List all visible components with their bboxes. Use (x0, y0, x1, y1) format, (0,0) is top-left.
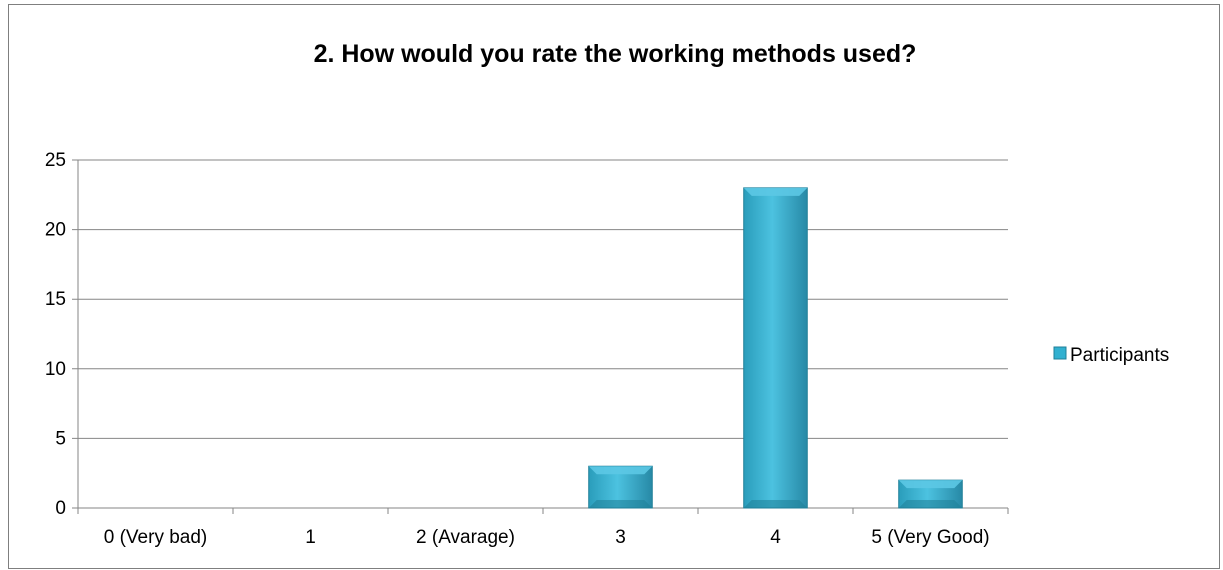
y-tick-label: 10 (45, 359, 66, 380)
chart-title: 2. How would you rate the working method… (314, 40, 917, 68)
legend-swatch (1053, 346, 1067, 360)
x-tick-label: 4 (770, 527, 781, 548)
gridlines (72, 159, 1008, 439)
x-tick-label: 5 (Very Good) (871, 527, 989, 548)
x-tick-label: 3 (615, 527, 626, 548)
y-tick-label: 25 (45, 150, 66, 171)
bar (743, 187, 808, 509)
y-tick-label: 0 (55, 498, 66, 519)
y-tick-label: 20 (45, 220, 66, 241)
x-tick-label: 2 (Avarage) (416, 527, 515, 548)
bar-bevel-bottom (743, 500, 808, 508)
y-tick-labels: 0 5 10 15 20 25 (45, 150, 66, 519)
bar-body (743, 187, 808, 509)
x-tick-label: 1 (305, 527, 316, 548)
bar-bevel-bottom (588, 500, 653, 508)
bar-bevel-top (898, 480, 963, 489)
bar-bevel-bottom (898, 500, 963, 508)
legend-label: Participants (1070, 345, 1169, 366)
axes (72, 160, 1009, 514)
y-tick-label: 5 (55, 428, 66, 449)
bar-bevel-top (588, 466, 653, 475)
y-tick-label: 15 (45, 289, 66, 310)
bars (588, 187, 963, 509)
legend: Participants (1053, 345, 1169, 366)
x-tick-label: 0 (Very bad) (104, 527, 208, 548)
bar (898, 479, 963, 509)
x-tick-labels: 0 (Very bad) 1 2 (Avarage) 3 4 5 (Very Good) (104, 527, 990, 548)
bar-bevel-top (743, 187, 808, 196)
bar (588, 465, 653, 509)
